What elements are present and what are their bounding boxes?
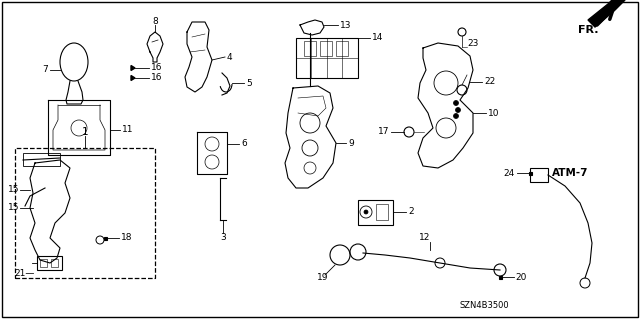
Text: 17: 17 [378, 128, 389, 137]
Text: 3: 3 [220, 234, 226, 242]
Bar [296, 38, 358, 78]
Bar [37, 256, 62, 270]
Polygon shape [588, 0, 625, 27]
Circle shape [456, 108, 461, 113]
Text: FR.: FR. [578, 25, 598, 35]
Circle shape [454, 100, 458, 106]
Text: 2: 2 [408, 207, 413, 217]
Text: 23: 23 [467, 40, 478, 48]
Text: 19: 19 [317, 273, 329, 283]
Text: 7: 7 [42, 65, 48, 75]
Text: SZN4B3500: SZN4B3500 [460, 300, 509, 309]
Circle shape [364, 210, 368, 214]
Text: ATM-7: ATM-7 [552, 168, 589, 178]
Text: 4: 4 [227, 53, 232, 62]
Text: 22: 22 [484, 78, 495, 86]
Bar [529, 172, 531, 174]
Text: 24: 24 [503, 168, 515, 177]
Text: 10: 10 [488, 108, 499, 117]
Bar [376, 204, 388, 220]
Text: 15: 15 [8, 204, 19, 212]
Bar [499, 276, 502, 278]
Bar [530, 168, 548, 182]
Bar [40, 259, 47, 267]
Text: 12: 12 [419, 234, 431, 242]
Text: 20: 20 [515, 272, 527, 281]
Bar [104, 236, 106, 240]
Text: 18: 18 [120, 234, 132, 242]
Bar [336, 41, 348, 56]
Bar [51, 259, 58, 267]
Text: 9: 9 [348, 138, 354, 147]
Text: 15: 15 [8, 186, 19, 195]
Bar [15, 148, 155, 278]
Text: 21—: 21— [15, 270, 35, 278]
Text: 6: 6 [241, 139, 247, 149]
Text: 16: 16 [151, 73, 163, 83]
Bar [304, 41, 316, 56]
Polygon shape [131, 76, 135, 80]
Text: 16: 16 [151, 63, 163, 72]
Text: 11: 11 [122, 125, 134, 135]
Text: 1: 1 [82, 127, 88, 137]
Bar [320, 41, 332, 56]
Text: 8: 8 [152, 18, 158, 26]
Text: 5: 5 [246, 78, 252, 87]
Text: 14: 14 [372, 33, 383, 42]
Bar [358, 200, 393, 225]
Polygon shape [131, 65, 135, 70]
Circle shape [454, 114, 458, 118]
Bar [23, 153, 60, 166]
Text: 13: 13 [340, 20, 351, 29]
